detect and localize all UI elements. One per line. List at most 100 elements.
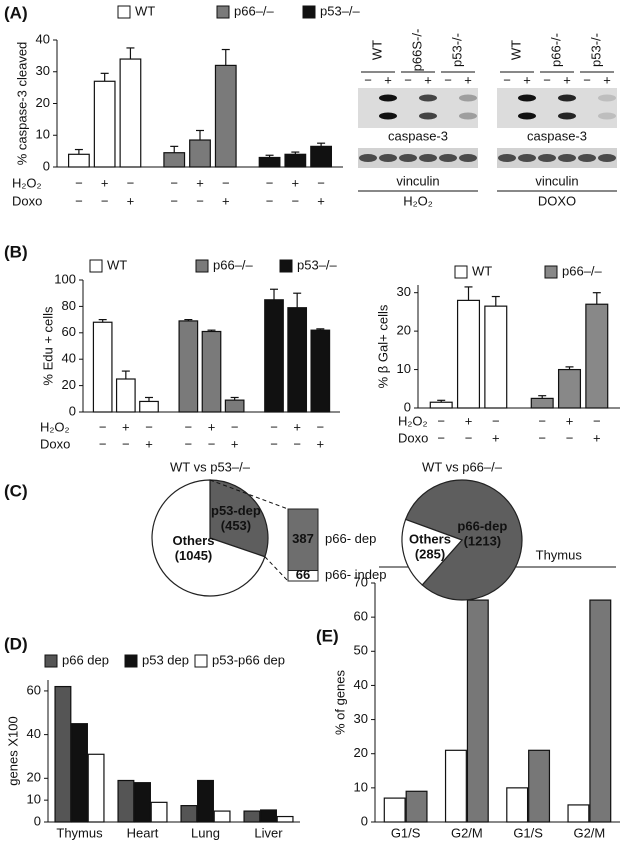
x-tick-label: G1/S	[391, 825, 421, 840]
bar	[163, 152, 186, 168]
condition-sign: +	[293, 419, 301, 434]
condition-sign: −	[231, 419, 239, 434]
band-label: caspase-3	[388, 128, 448, 143]
lane-label: p53-/-	[449, 33, 464, 67]
y-tick-label: 20	[354, 745, 368, 760]
bar	[92, 321, 113, 413]
lane-sign: −	[543, 72, 551, 87]
pie-slice	[401, 518, 464, 586]
lane-sign: +	[384, 72, 392, 87]
condition-sign: +	[231, 436, 239, 451]
pie-slice	[209, 479, 269, 558]
slice-value: (453)	[221, 518, 251, 533]
slice-value: (1045)	[175, 548, 213, 563]
panel-label: (A)	[4, 3, 28, 22]
blot	[358, 148, 478, 168]
band	[459, 112, 477, 120]
lane-label: p66S-/-	[409, 29, 424, 72]
legend-swatch	[279, 259, 293, 273]
condition-sign: +	[122, 419, 130, 434]
bar	[189, 139, 211, 168]
condition-sign: −	[99, 436, 107, 451]
band-label: caspase-3	[527, 128, 587, 143]
legend-label: p53–/–	[297, 257, 338, 272]
band	[379, 112, 397, 120]
bar	[115, 378, 136, 413]
panel-label: (D)	[4, 634, 28, 653]
bar	[405, 790, 428, 823]
breakdown-bar	[287, 570, 319, 582]
condition-sign: +	[145, 436, 153, 451]
bar	[264, 299, 284, 413]
condition-sign: −	[127, 175, 135, 190]
x-tick-label: G2/M	[451, 825, 483, 840]
y-tick-label: 60	[62, 324, 76, 339]
condition-sign: −	[538, 413, 546, 428]
condition-sign: −	[101, 193, 109, 208]
y-tick-label: 30	[354, 711, 368, 726]
condition-sign: −	[185, 436, 193, 451]
breakdown-label: p66- indep	[325, 567, 386, 582]
y-tick-label: 10	[354, 779, 368, 794]
bar	[444, 749, 467, 823]
condition-sign: −	[465, 430, 473, 445]
y-tick-label: 30	[36, 63, 50, 78]
condition-sign: −	[317, 175, 325, 190]
blot	[497, 148, 617, 168]
breakdown-label: p66- dep	[325, 531, 376, 546]
condition-sign: −	[492, 413, 500, 428]
bar	[284, 153, 307, 168]
legend-swatch	[195, 259, 209, 273]
lane-sign: −	[364, 72, 372, 87]
bar	[119, 58, 142, 168]
breakdown-value: 66	[296, 567, 310, 582]
y-axis-label: % β Gal+ cells	[375, 304, 390, 388]
bar	[287, 307, 308, 413]
condition-sign: −	[266, 175, 274, 190]
condition-sign: +	[101, 175, 109, 190]
condition-sign: +	[566, 413, 574, 428]
legend-swatch	[194, 654, 208, 668]
legend-swatch	[124, 654, 138, 668]
band	[419, 94, 437, 102]
slice-value: (1213)	[464, 533, 502, 548]
treatment-label: H₂O₂	[403, 193, 433, 208]
lane-sign: −	[404, 72, 412, 87]
lane-label: WT	[369, 40, 384, 60]
condition-sign: −	[270, 419, 278, 434]
band	[558, 112, 576, 120]
x-tick-label: G2/M	[573, 825, 605, 840]
band	[419, 112, 437, 120]
lane-label: p66-/-	[548, 33, 563, 67]
bar	[466, 599, 489, 823]
bar	[224, 399, 245, 413]
bar	[197, 779, 214, 823]
y-tick-label: 20	[62, 377, 76, 392]
band	[498, 154, 516, 162]
band	[459, 154, 477, 162]
pie-slice	[404, 479, 523, 601]
bar	[429, 401, 453, 409]
band	[598, 112, 616, 120]
bar	[258, 156, 281, 168]
lane-sign: +	[563, 72, 571, 87]
y-tick-label: 10	[27, 792, 41, 807]
y-tick-label: 50	[354, 643, 368, 658]
condition-sign: +	[593, 430, 601, 445]
condition-sign: −	[196, 193, 204, 208]
bar	[67, 153, 90, 168]
treatment-label: DOXO	[538, 193, 576, 208]
condition-sign: −	[170, 193, 178, 208]
group-label: Thymus	[536, 547, 583, 562]
condition-sign: +	[208, 419, 216, 434]
y-tick-label: 40	[36, 31, 50, 46]
y-tick-label: 40	[62, 351, 76, 366]
legend-label: p66–/–	[213, 257, 254, 272]
lane-sign: +	[424, 72, 432, 87]
band	[598, 94, 616, 102]
lane-label: p53-/-	[588, 33, 603, 67]
condition-sign: −	[437, 413, 445, 428]
slice-label: Others	[173, 533, 215, 548]
y-tick-label: 10	[36, 127, 50, 142]
bar	[93, 80, 116, 168]
